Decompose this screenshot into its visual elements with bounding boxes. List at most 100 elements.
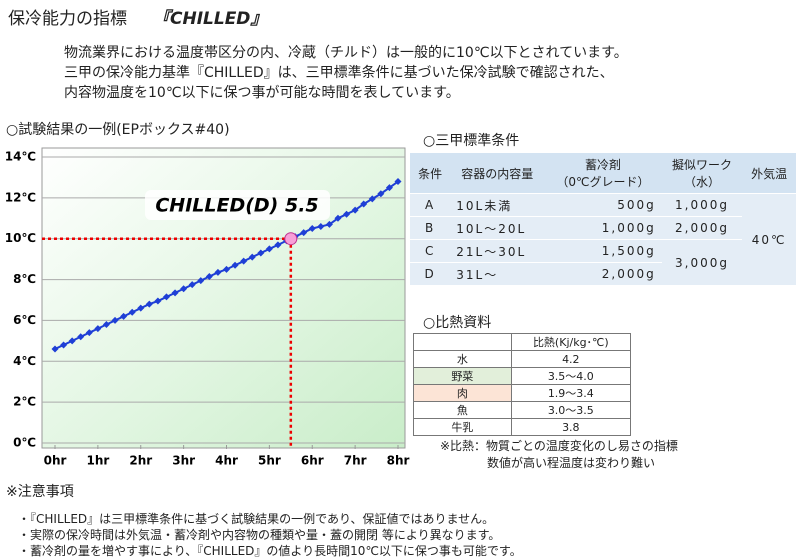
- cell: 4.2: [510, 350, 632, 368]
- data-point: [223, 265, 230, 273]
- cell: 1.9～3.4: [510, 384, 632, 402]
- data-point: [51, 345, 59, 353]
- data-point: [205, 273, 213, 281]
- data-point: [128, 308, 136, 316]
- header-cell: 擬似ワーク （水）: [661, 152, 743, 194]
- note: 数値が高い程温度は変わり難い: [487, 456, 656, 470]
- row: 野菜 3.5～4.0: [413, 367, 632, 385]
- data-point: [171, 289, 179, 297]
- y-tick-label: 10℃: [5, 231, 36, 245]
- section-title: ○比熱資料: [423, 315, 492, 331]
- intro-line: 内容物温度を10℃以下に保つ事が可能な時間を表しています。: [64, 85, 460, 101]
- cell: C: [410, 239, 451, 263]
- cell: 1,500g: [544, 239, 662, 263]
- cell: 肉: [413, 384, 512, 402]
- data-point: [334, 214, 342, 222]
- cell: 40℃: [742, 193, 796, 285]
- header-cell: 容器の内容量: [450, 152, 545, 194]
- data-point: [154, 297, 162, 305]
- data-point: [385, 184, 393, 192]
- chart: 0℃ 2℃ 4℃ 6℃ 8℃ 10℃ 12℃ 14℃ 0hr 1hr 2hr 3hr 4hr 5hr 6hr…: [5, 147, 410, 468]
- specific-heat-table: 比熱(Kj/kg･℃) 水 4.2 野菜 3.5～4.0 肉 1.9～3.4 魚 3.0～3.5…: [413, 333, 632, 436]
- data-point: [308, 225, 316, 232]
- cell: 3.0～3.5: [510, 401, 632, 419]
- x-tick-label: 6hr: [301, 454, 324, 468]
- cell: 10L未満: [450, 193, 545, 217]
- cell: 500g: [544, 193, 662, 217]
- cell: 牛乳: [413, 418, 512, 436]
- row: A 10L未満 500g 1,000g 40℃: [410, 193, 796, 285]
- y-tick-label: 4℃: [13, 354, 36, 368]
- x-tick-label: 3hr: [172, 454, 195, 468]
- cell: 2,000g: [544, 262, 662, 285]
- row: B 10L～20L 1,000g 2,000g: [410, 216, 796, 240]
- data-point: [377, 190, 385, 198]
- highlight-point: [284, 232, 298, 246]
- note: ※比熱：物質ごとの温度変化のし易さの指標: [440, 439, 678, 453]
- title: 保冷能力の指標: [8, 9, 127, 29]
- y-tick-label: 6℃: [13, 313, 36, 327]
- data-point: [343, 210, 351, 218]
- annotation-box: [145, 190, 330, 220]
- data-point: [394, 178, 402, 186]
- cell: 1,000g: [661, 193, 743, 217]
- chart-title: ○試験結果の一例(EPボックス#40): [6, 122, 230, 138]
- cell: 21L～30L: [450, 239, 545, 263]
- row: 魚 3.0～3.5: [413, 401, 632, 419]
- cell: A: [410, 193, 451, 217]
- cautions-title: ※注意事項: [6, 484, 74, 500]
- data-point: [145, 300, 153, 308]
- y-tick-label: 0℃: [13, 436, 36, 450]
- caution: ・蓄冷剤の量を増やす事により、『CHILLED』の値より長時間10℃以下に保つ事…: [18, 544, 522, 558]
- title-em: 『CHILLED』: [153, 9, 268, 29]
- data-point: [60, 341, 68, 349]
- data-point: [94, 325, 102, 333]
- data-point: [102, 321, 110, 329]
- data-point: [162, 293, 170, 301]
- data-point: [325, 220, 333, 228]
- x-tick-label: 1hr: [86, 454, 109, 468]
- data-point: [248, 253, 256, 261]
- section-title: ○三甲標準条件: [423, 133, 520, 149]
- row: 肉 1.9～3.4: [413, 384, 632, 402]
- cell: 3.5～4.0: [510, 367, 632, 385]
- data-point: [180, 285, 188, 293]
- cell: 2,000g: [661, 216, 743, 240]
- data-point: [351, 206, 359, 214]
- data-point: [111, 316, 119, 324]
- page-title: 保冷能力の指標 『CHILLED』: [8, 4, 267, 29]
- data-point: [77, 333, 85, 341]
- intro-line: 物流業界における温度帯区分の内、冷蔵（チルド）は一般的に10℃以下とされています…: [64, 45, 628, 61]
- row: D 31L～ 2,000g: [410, 262, 796, 285]
- cell: 3,000g: [661, 239, 743, 285]
- data-point: [85, 329, 93, 337]
- data-point: [197, 277, 205, 285]
- row: 水 4.2: [413, 350, 632, 368]
- caution: ・『CHILLED』は三甲標準条件に基づく試験結果の一例であり、保証値ではありま…: [18, 512, 495, 526]
- header-cell: 条件: [410, 152, 451, 194]
- header-cell: 比熱(Kj/kg･℃): [510, 333, 632, 351]
- caution: ・実際の保冷時間は外気温・蓄冷剤や内容物の種類や量・蓋の開閉 等により異なります…: [18, 528, 501, 542]
- row: C 21L～30L 1,500g 3,000g: [410, 239, 796, 285]
- data-point: [120, 312, 128, 320]
- x-tick-label: 8hr: [387, 454, 410, 468]
- x-tick-label: 7hr: [344, 454, 367, 468]
- data-point: [300, 229, 308, 237]
- data-point: [360, 200, 368, 208]
- data-point: [265, 245, 273, 253]
- header-row: 条件 容器の内容量 蓄冷剤 （0℃グレード） 擬似ワーク （水） 外気温: [410, 152, 796, 194]
- cell: 3.8: [510, 418, 632, 436]
- y-tick-label: 12℃: [5, 190, 36, 204]
- data-point: [231, 261, 239, 269]
- data-point: [188, 281, 196, 289]
- cell: 1,000g: [544, 216, 662, 240]
- y-tick-label: 14℃: [5, 150, 36, 164]
- x-tick-label: 5hr: [258, 454, 281, 468]
- cell: 水: [413, 350, 512, 368]
- x-tick-label: 0hr: [44, 454, 67, 468]
- data-point: [368, 195, 376, 203]
- intro-line: 三甲の保冷能力基準『CHILLED』は、三甲標準条件に基づいた保冷試験で確認され…: [64, 65, 614, 81]
- data-point: [257, 249, 265, 257]
- x-tick-label: 4hr: [215, 454, 238, 468]
- header-cell: [413, 333, 512, 351]
